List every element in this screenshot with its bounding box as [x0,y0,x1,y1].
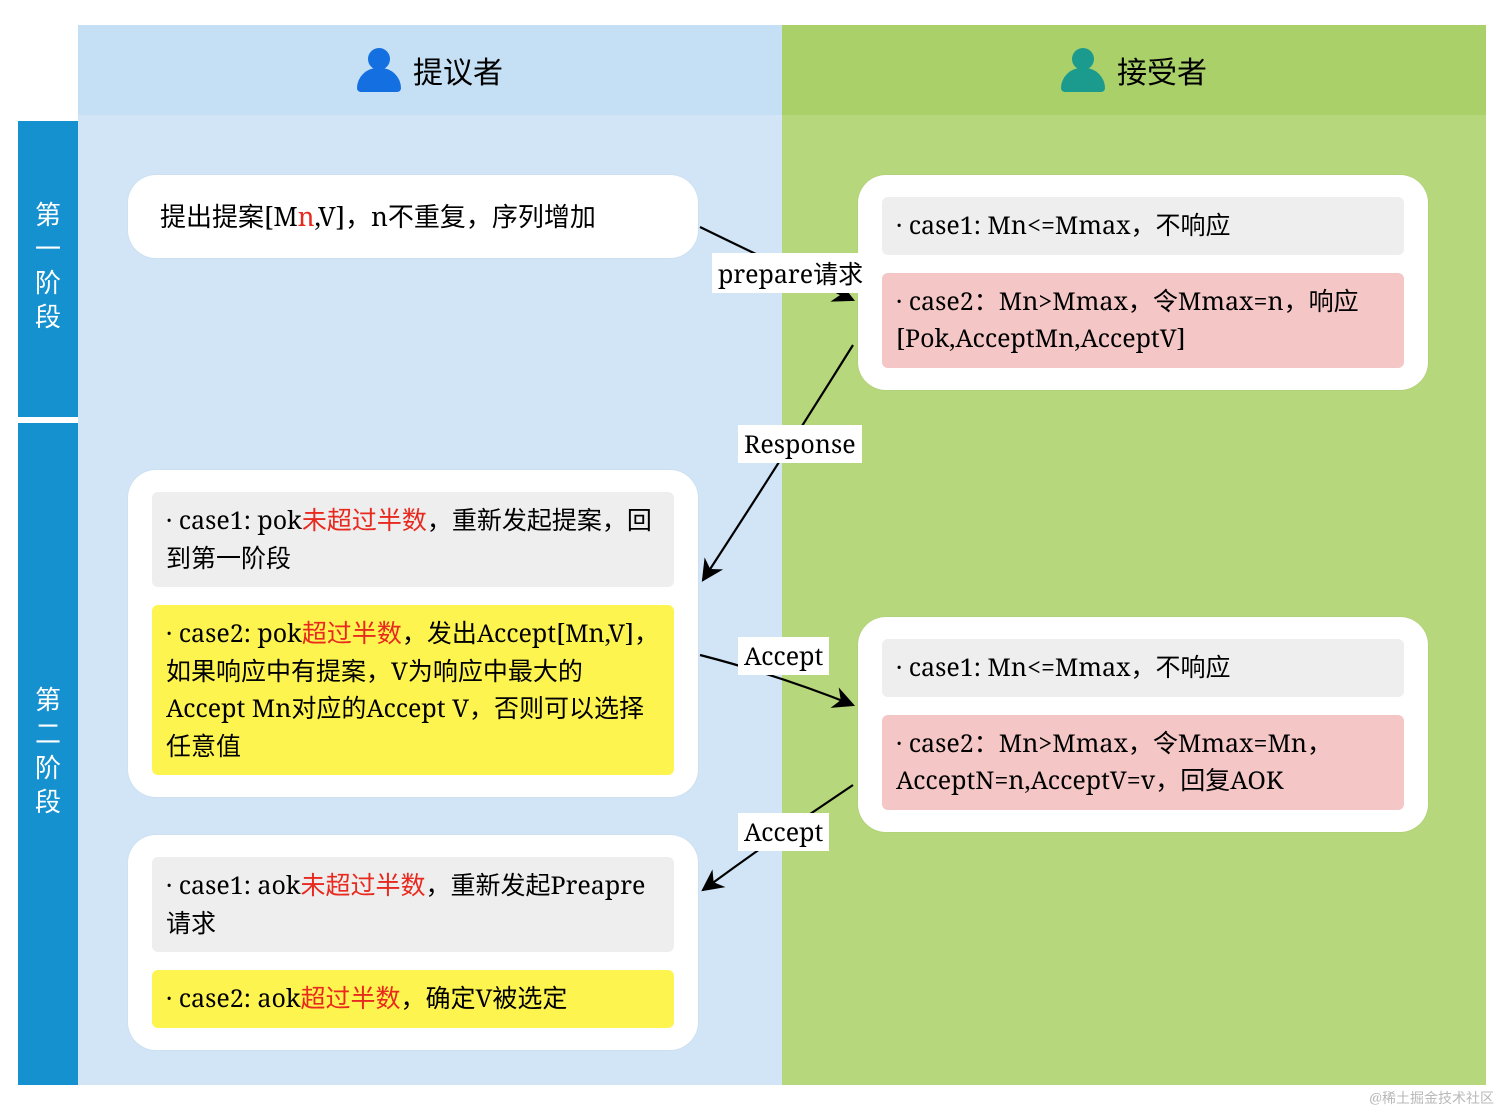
acceptor-box1: · case1: Mn<=Mmax，不响应 · case2：Mn>Mmax，令M… [858,175,1428,390]
watermark: @稀土掘金技术社区 [1369,1088,1494,1108]
proposer-box3-case2: · case2: aok超过半数，确定V被选定 [152,970,674,1028]
acceptor-header: 接受者 [782,25,1486,115]
acceptor-box1-case2: · case2：Mn>Mmax，令Mmax=n，响应[Pok,AcceptMn,… [882,273,1404,368]
proposer-box1-text: 提出提案[Mn,V]，n不重复，序列增加 [152,193,674,240]
acceptor-box2-case1: · case1: Mn<=Mmax，不响应 [882,639,1404,697]
accept1-label: Accept [738,637,829,675]
acceptor-box2: · case1: Mn<=Mmax，不响应 · case2：Mn>Mmax，令M… [858,617,1428,832]
acceptor-title: 接受者 [1117,48,1207,92]
acceptor-icon [1061,48,1105,92]
proposer-box2: · case1: pok未超过半数，重新发起提案，回到第一阶段 · case2:… [128,470,698,797]
acceptor-box2-case2: · case2：Mn>Mmax，令Mmax=Mn，AcceptN=n,Accep… [882,715,1404,810]
accept2-label: Accept [738,813,829,851]
phase2-label: 第二阶段 [30,686,67,822]
proposer-title: 提议者 [413,48,503,92]
proposer-box3: · case1: aok未超过半数，重新发起Preapre请求 · case2:… [128,835,698,1050]
response-label: Response [738,425,862,463]
proposer-box1: 提出提案[Mn,V]，n不重复，序列增加 [128,175,698,258]
acceptor-box1-case1: · case1: Mn<=Mmax，不响应 [882,197,1404,255]
proposer-header: 提议者 [78,25,782,115]
prepare-label: prepare请求 [712,253,869,293]
phase1-bar: 第一阶段 [18,121,78,417]
paxos-diagram: 第一阶段 第二阶段 提议者 接受者 提出提案[Mn,V]，n不重复，序列增加 ·… [18,25,1486,1085]
phase2-bar: 第二阶段 [18,423,78,1085]
proposer-icon [357,48,401,92]
proposer-box3-case1: · case1: aok未超过半数，重新发起Preapre请求 [152,857,674,952]
phase1-label: 第一阶段 [30,201,67,337]
proposer-box2-case1: · case1: pok未超过半数，重新发起提案，回到第一阶段 [152,492,674,587]
proposer-box2-case2: · case2: pok超过半数，发出Accept[Mn,V]，如果响应中有提案… [152,605,674,775]
